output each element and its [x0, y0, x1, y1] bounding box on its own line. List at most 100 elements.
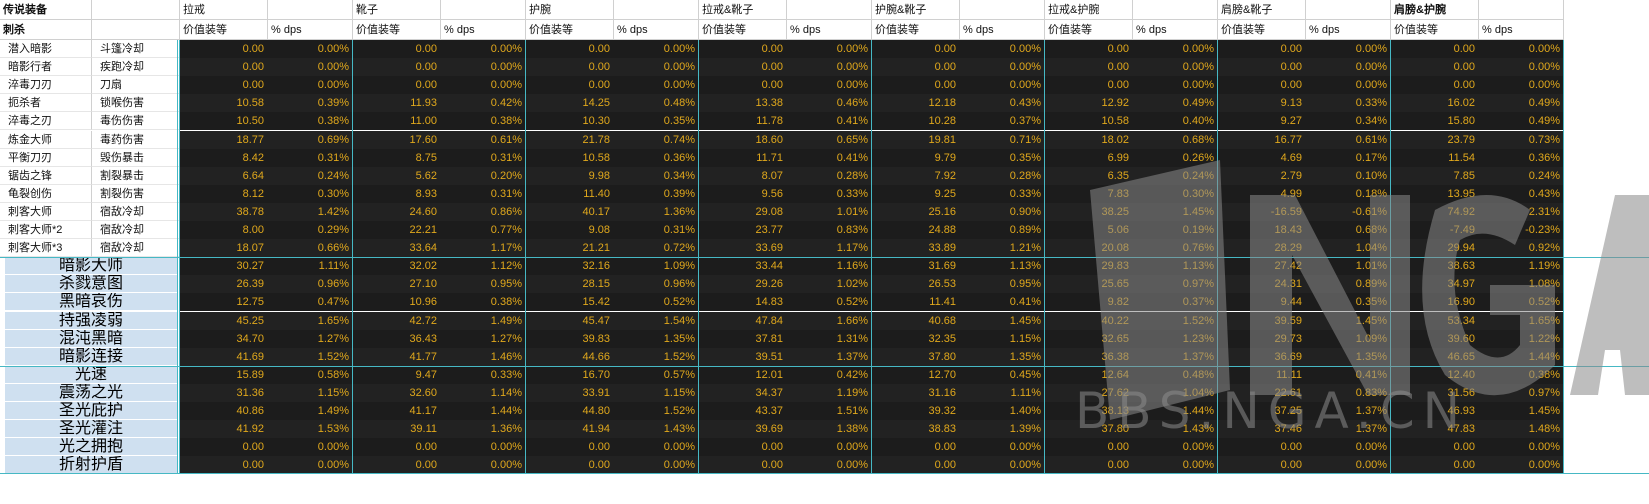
item-level-value-cell[interactable]: 12.75 [180, 293, 268, 312]
item-level-value-cell[interactable]: 41.17 [353, 402, 441, 421]
item-level-value-cell[interactable]: 24.31 [1218, 275, 1306, 294]
item-level-value-cell[interactable]: 21.78 [526, 130, 614, 149]
dps-percent-cell[interactable]: 0.34% [1306, 112, 1391, 131]
item-level-value-cell[interactable]: 10.58 [526, 148, 614, 167]
subheader-value[interactable]: 价值装等 [1218, 20, 1306, 40]
dps-percent-cell[interactable]: 0.00% [1306, 58, 1391, 77]
dps-percent-cell[interactable]: 0.41% [787, 148, 872, 167]
dps-percent-cell[interactable]: 1.44% [441, 402, 526, 421]
legendary-name[interactable]: 锯齿之锋 [0, 166, 92, 185]
item-level-value-cell[interactable]: 13.38 [699, 94, 787, 113]
legendary-name[interactable]: 淬毒之刃 [0, 112, 92, 131]
dps-percent-cell[interactable]: 0.66% [268, 239, 353, 258]
dps-percent-cell[interactable]: 1.44% [1479, 347, 1564, 366]
dps-percent-cell[interactable]: 0.00% [1479, 58, 1564, 77]
item-level-value-cell[interactable]: 38.78 [180, 202, 268, 221]
talent-name[interactable]: 杀戮意图 [5, 275, 177, 294]
item-level-value-cell[interactable]: 0.00 [872, 58, 960, 77]
item-level-value-cell[interactable]: 18.60 [699, 130, 787, 149]
dps-percent-cell[interactable]: 1.14% [441, 383, 526, 402]
dps-percent-cell[interactable]: 0.61% [441, 130, 526, 149]
item-level-value-cell[interactable]: 39.11 [353, 420, 441, 439]
item-level-value-cell[interactable]: 4.99 [1218, 184, 1306, 203]
dps-percent-cell[interactable]: 0.46% [787, 94, 872, 113]
dps-percent-cell[interactable]: 0.00% [614, 58, 699, 77]
dps-percent-cell[interactable]: 0.49% [1479, 94, 1564, 113]
legendary-name[interactable]: 暗影行者 [0, 58, 92, 77]
dps-percent-cell[interactable]: 0.28% [787, 166, 872, 185]
dps-percent-cell[interactable]: 0.18% [1306, 184, 1391, 203]
dps-percent-cell[interactable]: 0.38% [441, 112, 526, 131]
item-level-value-cell[interactable]: 31.56 [1391, 383, 1479, 402]
legendary-name[interactable]: 刺客大师 [0, 202, 92, 221]
group-header[interactable]: 拉戒&靴子 [699, 0, 787, 20]
item-level-value-cell[interactable]: 37.46 [1218, 420, 1306, 439]
item-level-value-cell[interactable]: 8.42 [180, 148, 268, 167]
dps-percent-cell[interactable]: 0.49% [1133, 94, 1218, 113]
item-level-value-cell[interactable]: 38.63 [1391, 257, 1479, 276]
item-level-value-cell[interactable]: 32.60 [353, 383, 441, 402]
legendary-name[interactable]: 刺客大师*2 [0, 221, 92, 240]
item-level-value-cell[interactable]: 31.69 [872, 257, 960, 276]
item-level-value-cell[interactable]: 0.00 [1218, 58, 1306, 77]
dps-percent-cell[interactable]: 1.37% [1306, 420, 1391, 439]
item-level-value-cell[interactable]: 0.00 [1045, 438, 1133, 457]
item-level-value-cell[interactable]: 38.13 [1045, 402, 1133, 421]
dps-percent-cell[interactable]: 0.68% [1306, 221, 1391, 240]
dps-percent-cell[interactable]: 1.23% [1133, 329, 1218, 348]
dps-percent-cell[interactable]: 0.69% [268, 130, 353, 149]
dps-percent-cell[interactable]: 2.31% [1479, 202, 1564, 221]
item-level-value-cell[interactable]: 25.65 [1045, 275, 1133, 294]
item-level-value-cell[interactable]: 32.65 [1045, 329, 1133, 348]
item-level-value-cell[interactable]: 10.50 [180, 112, 268, 131]
item-level-value-cell[interactable]: 0.00 [526, 456, 614, 475]
dps-percent-cell[interactable]: 0.00% [268, 58, 353, 77]
item-level-value-cell[interactable]: 8.00 [180, 221, 268, 240]
item-level-value-cell[interactable]: 34.37 [699, 383, 787, 402]
item-level-value-cell[interactable]: 33.64 [353, 239, 441, 258]
dps-percent-cell[interactable]: 0.61% [1306, 130, 1391, 149]
item-level-value-cell[interactable]: 6.64 [180, 166, 268, 185]
dps-percent-cell[interactable]: 1.02% [787, 275, 872, 294]
dps-percent-cell[interactable]: 0.28% [960, 166, 1045, 185]
talent-name[interactable]: 光之拥抱 [5, 438, 177, 457]
item-level-value-cell[interactable]: 18.77 [180, 130, 268, 149]
dps-percent-cell[interactable]: 0.00% [268, 76, 353, 95]
group-header[interactable]: 护腕&靴子 [872, 0, 960, 20]
item-level-value-cell[interactable]: 38.25 [1045, 202, 1133, 221]
subheader-value[interactable]: 价值装等 [699, 20, 787, 40]
legendary-name[interactable]: 潜入暗影 [0, 40, 92, 59]
dps-percent-cell[interactable]: 1.45% [1479, 402, 1564, 421]
dps-percent-cell[interactable]: 0.00% [1479, 438, 1564, 457]
item-level-value-cell[interactable]: 34.70 [180, 329, 268, 348]
dps-percent-cell[interactable]: 0.89% [960, 221, 1045, 240]
dps-percent-cell[interactable]: 0.26% [1133, 148, 1218, 167]
item-level-value-cell[interactable]: 37.80 [872, 347, 960, 366]
item-level-value-cell[interactable]: 9.98 [526, 166, 614, 185]
dps-percent-cell[interactable]: 0.74% [614, 130, 699, 149]
dps-percent-cell[interactable]: 1.27% [441, 329, 526, 348]
item-level-value-cell[interactable]: 0.00 [699, 456, 787, 475]
item-level-value-cell[interactable]: 12.18 [872, 94, 960, 113]
dps-percent-cell[interactable]: 1.15% [614, 383, 699, 402]
item-level-value-cell[interactable]: 0.00 [872, 76, 960, 95]
dps-percent-cell[interactable]: 1.65% [268, 311, 353, 330]
item-level-value-cell[interactable]: 11.78 [699, 112, 787, 131]
item-level-value-cell[interactable]: 42.72 [353, 311, 441, 330]
item-level-value-cell[interactable]: 0.00 [526, 438, 614, 457]
item-level-value-cell[interactable]: 10.96 [353, 293, 441, 312]
item-level-value-cell[interactable]: 44.80 [526, 402, 614, 421]
legendary-name[interactable]: 扼杀者 [0, 94, 92, 113]
dps-percent-cell[interactable]: 1.39% [960, 420, 1045, 439]
dps-percent-cell[interactable]: 1.17% [441, 239, 526, 258]
dps-percent-cell[interactable]: 0.89% [1306, 275, 1391, 294]
item-level-value-cell[interactable]: 0.00 [180, 40, 268, 59]
dps-percent-cell[interactable]: 0.41% [787, 112, 872, 131]
dps-percent-cell[interactable]: 0.33% [441, 365, 526, 384]
group-header[interactable]: 拉戒 [180, 0, 268, 20]
dps-percent-cell[interactable]: 0.00% [1306, 438, 1391, 457]
dps-percent-cell[interactable]: 0.58% [268, 365, 353, 384]
item-level-value-cell[interactable]: 16.70 [526, 365, 614, 384]
dps-percent-cell[interactable]: 0.00% [441, 456, 526, 475]
item-level-value-cell[interactable]: 30.27 [180, 257, 268, 276]
